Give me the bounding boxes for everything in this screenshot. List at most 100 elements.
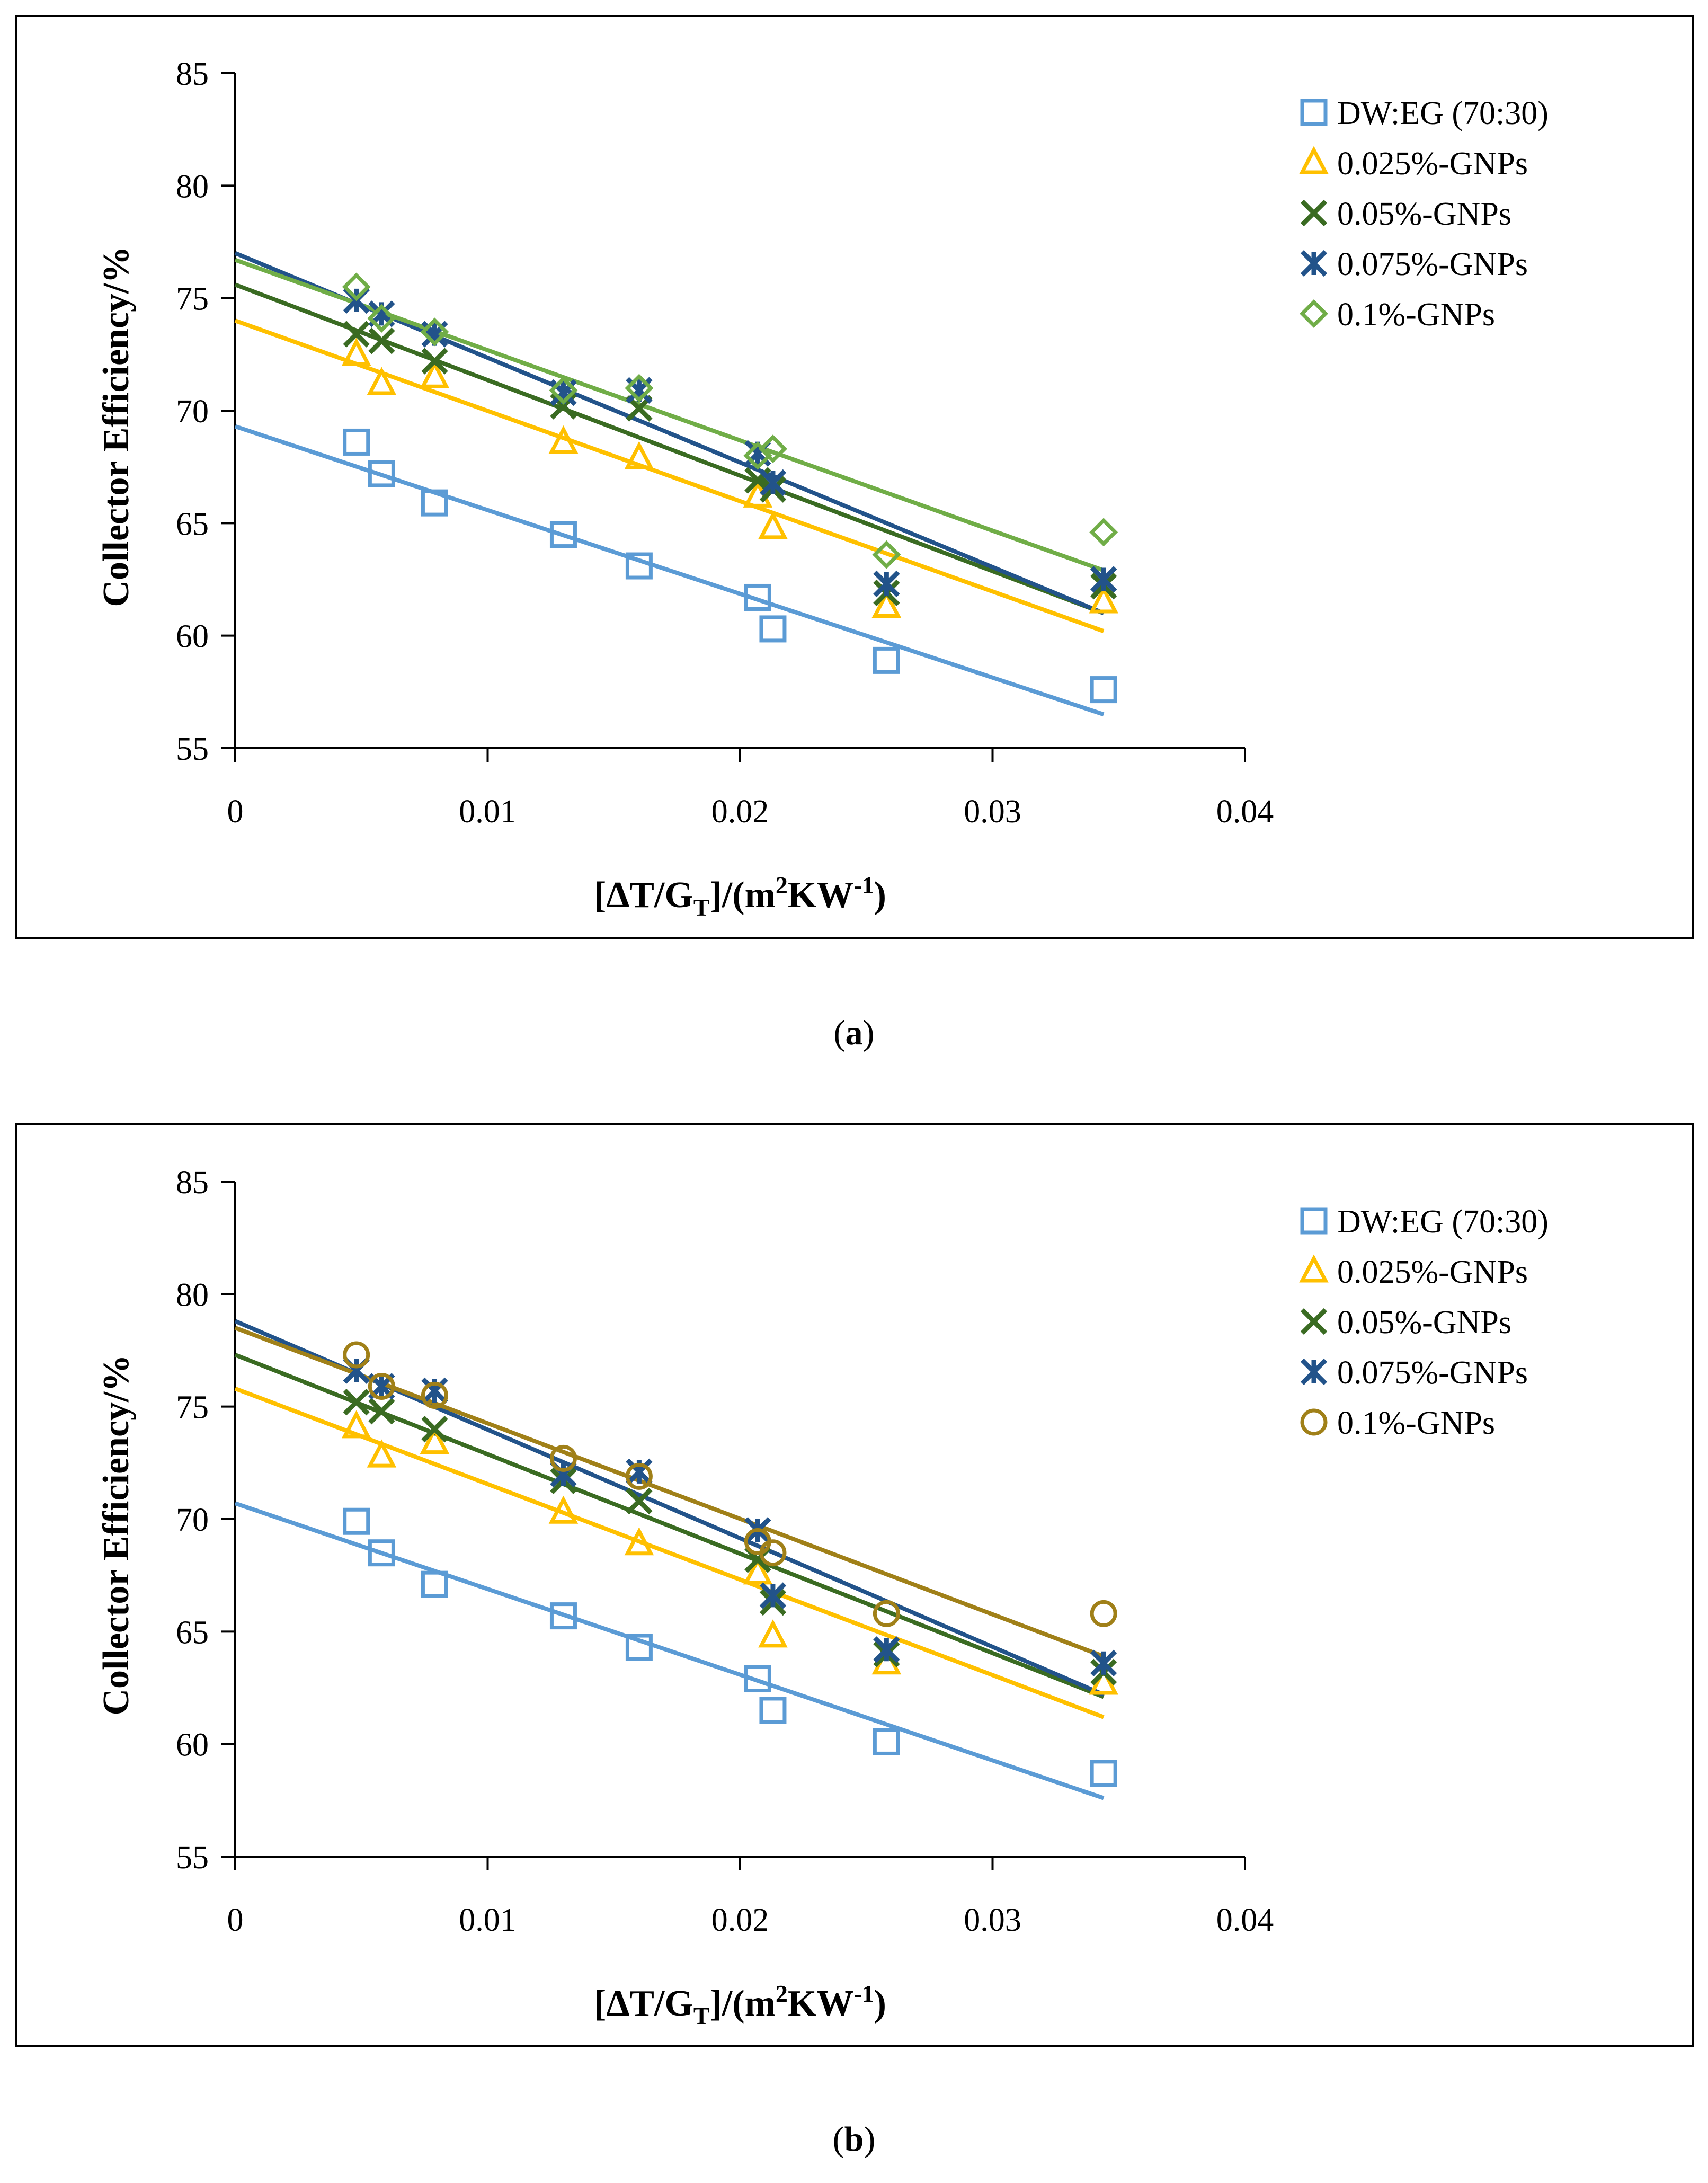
legend-marker-4-stroke: [1300, 1358, 1328, 1386]
data-point: [1090, 676, 1117, 704]
data-point: [759, 1697, 787, 1724]
data-point: [368, 327, 395, 354]
data-point: [758, 1619, 788, 1648]
data-point: [743, 1556, 773, 1585]
legend-label-1: DW:EG (70:30): [1337, 1204, 1549, 1240]
legend-label-4: 0.075%-GNPs: [1337, 246, 1528, 282]
trendline-3: [234, 282, 1105, 615]
data-point: [420, 317, 449, 347]
x-tick-label: 0.03: [964, 1902, 1021, 1938]
y-tick-label: 70: [176, 1502, 209, 1538]
y-tick-label: 85: [176, 1165, 209, 1201]
trendline-1: [234, 1501, 1105, 1800]
caption-b: (b): [0, 2119, 1708, 2160]
legend-label-2: 0.025%-GNPs: [1337, 1254, 1528, 1290]
data-point-stroke: [873, 570, 900, 598]
legend-label-3: 0.05%-GNPs: [1337, 1305, 1511, 1341]
x-tick-label: 0.01: [459, 794, 517, 830]
y-tick-label: 70: [176, 394, 209, 430]
series-2: [341, 338, 1118, 618]
x-axis-label-end: ): [874, 875, 886, 916]
data-point: [341, 338, 371, 366]
data-point-stroke: [759, 1582, 787, 1609]
caption-close: ): [862, 1014, 875, 1052]
data-point: [758, 511, 788, 539]
x-axis-label-main: [ΔT/G: [594, 875, 693, 916]
data-point: [343, 1388, 370, 1416]
series-5: [343, 1341, 1117, 1627]
legend-marker-1: [1300, 99, 1328, 126]
data-point: [420, 360, 450, 388]
data-point-stroke: [368, 1397, 395, 1425]
chart-svg-a: 55 60 65 70 75 80 85 0 0.01 0.02 0.03 0.04 Collector…: [96, 56, 1549, 921]
legend-label-1: DW:EG (70:30): [1337, 95, 1549, 131]
chart-panel-b: 55 60 65 70 75 80 85 0 0.01 0.02 0.03 0.04 Collector…: [15, 1123, 1694, 2047]
series-1: [343, 428, 1117, 704]
data-point: [549, 1602, 577, 1630]
data-point: [549, 521, 577, 548]
data-point: [421, 348, 448, 375]
y-tick-label: 85: [176, 56, 209, 92]
data-point: [343, 1507, 370, 1535]
data-point: [624, 441, 654, 469]
data-point-stroke: [759, 469, 787, 496]
legend-marker-4-stroke: [1300, 250, 1328, 277]
caption-letter: b: [844, 2120, 864, 2159]
data-point: [549, 376, 578, 405]
trendline-3: [234, 1353, 1105, 1699]
y-axis-label: Collector Efficiency/%: [96, 246, 137, 607]
data-point: [343, 1341, 370, 1369]
data-point: [367, 367, 397, 395]
data-point: [1089, 1666, 1118, 1695]
data-point: [421, 489, 448, 517]
x-tick-label: 0.01: [459, 1902, 517, 1938]
data-point: [1090, 1600, 1117, 1627]
trendline-1: [234, 424, 1105, 717]
data-point: [873, 570, 900, 598]
series-3: [343, 1388, 1117, 1685]
series-1: [343, 1507, 1117, 1787]
data-point: [421, 1415, 448, 1443]
x-axis-label-mid2: KW: [788, 875, 853, 916]
data-point-stroke: [343, 321, 370, 348]
legend-label-3: 0.05%-GNPs: [1337, 196, 1511, 232]
x-tick-label: 0.03: [964, 794, 1021, 830]
trendline-2: [234, 318, 1105, 633]
x-axis-label-mid2: KW: [788, 1983, 853, 2024]
legend-marker-5: [1300, 299, 1328, 328]
x-axis-label-sup1: 2: [776, 872, 788, 899]
legend-marker-3: [1300, 199, 1328, 227]
data-point: [744, 1665, 771, 1693]
legend-label-2: 0.025%-GNPs: [1337, 146, 1528, 182]
x-axis-label-sup2: -1: [853, 872, 874, 899]
legend-marker-4: [1300, 1358, 1328, 1386]
x-axis-label-end: ): [874, 1983, 886, 2024]
x-tick-label: 0: [227, 794, 244, 830]
x-tick-label: 0.02: [711, 794, 769, 830]
legend-marker-4: [1300, 250, 1328, 277]
series-3: [343, 321, 1117, 607]
x-axis-label-mid: ]/(m: [710, 875, 776, 916]
y-tick-label: 80: [176, 1277, 209, 1313]
data-point: [625, 552, 653, 580]
y-tick-label: 55: [176, 1840, 209, 1876]
data-point: [368, 460, 395, 487]
data-point-stroke: [421, 348, 448, 375]
legend-marker-3-stroke: [1300, 199, 1328, 227]
data-point: [1090, 1649, 1117, 1676]
series-4: [343, 287, 1117, 598]
data-point: [367, 304, 396, 333]
data-point: [343, 321, 370, 348]
data-point: [759, 1539, 787, 1567]
data-point: [873, 646, 900, 674]
data-point: [873, 1636, 900, 1663]
data-point: [1089, 585, 1118, 614]
x-axis-label-sup2: -1: [853, 1980, 874, 2007]
y-tick-label: 65: [176, 506, 209, 542]
data-point: [1090, 566, 1117, 593]
y-tick-label: 55: [176, 731, 209, 767]
data-point: [421, 1381, 448, 1409]
y-tick-label: 65: [176, 1614, 209, 1650]
data-point: [548, 1495, 579, 1524]
data-point: [343, 428, 370, 456]
